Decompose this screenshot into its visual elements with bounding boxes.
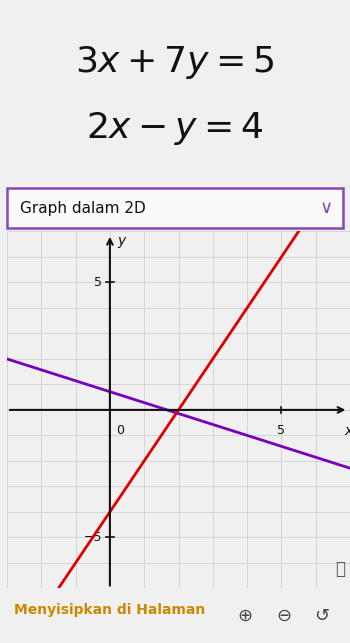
Text: Menyisipkan di Halaman: Menyisipkan di Halaman <box>14 603 205 617</box>
Text: ↺: ↺ <box>314 607 330 624</box>
Text: ⊖: ⊖ <box>276 607 291 624</box>
Text: ⊕: ⊕ <box>237 607 253 624</box>
Text: ∨: ∨ <box>320 199 333 217</box>
Text: x: x <box>344 424 350 438</box>
Text: Graph dalam 2D: Graph dalam 2D <box>20 201 146 215</box>
Text: $3x + 7y = 5$: $3x + 7y = 5$ <box>75 44 275 81</box>
Text: ⓘ: ⓘ <box>335 560 345 578</box>
Text: 5: 5 <box>278 424 285 437</box>
Text: y: y <box>118 234 126 248</box>
Text: $2x - y = 4$: $2x - y = 4$ <box>86 110 264 147</box>
Text: 5: 5 <box>94 276 102 289</box>
Text: 0: 0 <box>116 424 124 437</box>
Text: −5: −5 <box>84 531 102 544</box>
